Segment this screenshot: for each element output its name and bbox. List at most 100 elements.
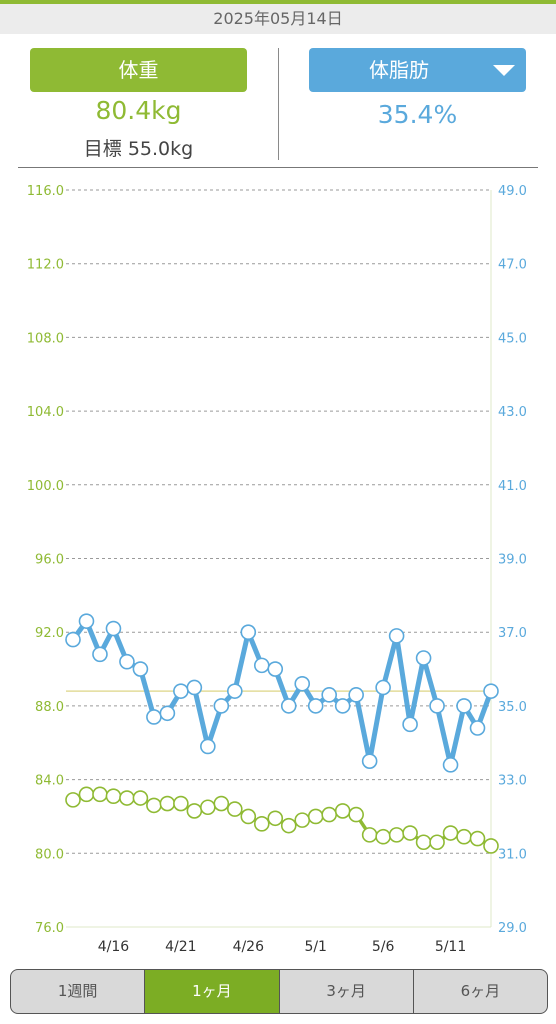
weight-point — [105, 788, 122, 804]
weight-point — [469, 830, 486, 847]
right-axis-tick-label: 31.0 — [498, 847, 527, 862]
weight-point — [267, 810, 284, 827]
body-fat-point — [307, 698, 324, 714]
right-axis-tick-label: 43.0 — [498, 405, 527, 420]
body-fat-point — [415, 650, 432, 666]
tab-1-month[interactable]: 1ヶ月 — [145, 970, 280, 1013]
body-fat-point — [348, 687, 364, 703]
weight-point — [483, 838, 499, 854]
weight-point — [294, 812, 311, 828]
body-fat-point — [456, 698, 472, 714]
weight-point — [361, 827, 378, 843]
body-fat-point — [200, 738, 216, 755]
body-fat-point — [92, 646, 108, 663]
weight-value: 80.4kg — [95, 96, 182, 125]
left-axis-tick-label: 112.0 — [27, 258, 64, 273]
x-axis-tick-label: 4/21 — [165, 939, 196, 955]
weight-point — [146, 797, 162, 814]
body-fat-point — [159, 705, 176, 722]
body-fat-point — [132, 661, 149, 677]
left-axis-tick-label: 76.0 — [35, 921, 64, 936]
body-fat-point — [119, 653, 135, 670]
tab-6-months[interactable]: 6ヶ月 — [460, 982, 501, 1000]
weight-point — [132, 790, 149, 806]
body-fat-point — [375, 679, 391, 696]
body-fat-point — [469, 720, 486, 736]
left-axis-tick-label: 84.0 — [35, 774, 64, 789]
weight-point — [186, 803, 203, 819]
body-fat-point — [429, 698, 445, 714]
weight-point — [78, 786, 95, 803]
left-axis-tick-label: 100.0 — [27, 479, 64, 494]
right-axis-tick-label: 39.0 — [498, 553, 527, 568]
body-fat-point — [361, 753, 378, 769]
body-fat-point — [105, 620, 122, 637]
weight-point — [375, 828, 391, 845]
weight-point — [429, 834, 445, 851]
body-fat-point — [294, 675, 311, 692]
weight-point — [280, 817, 297, 834]
left-axis-tick-label: 108.0 — [27, 331, 64, 346]
body-fat-point — [334, 698, 351, 714]
body-fat-point — [173, 683, 189, 699]
tab-1-week[interactable]: 1週間 — [11, 970, 146, 1013]
body-fat-point — [240, 624, 257, 641]
x-axis-tick-label: 5/11 — [435, 939, 466, 955]
right-axis-tick-label: 29.0 — [498, 921, 527, 936]
body-fat-point — [388, 628, 405, 644]
left-axis-tick-label: 116.0 — [27, 184, 64, 199]
right-axis-tick-label: 37.0 — [498, 626, 527, 641]
tab-3-months[interactable]: 3ヶ月 — [280, 970, 414, 1013]
body-fat-point — [483, 683, 499, 699]
left-axis-tick-label: 80.0 — [35, 847, 64, 862]
body-fat-point — [253, 657, 270, 674]
date-header: 2025年05月14日 — [0, 4, 556, 34]
weight-point — [334, 803, 351, 819]
body-fat-point — [267, 661, 284, 677]
weight-point — [442, 825, 459, 841]
body-fat-point — [146, 709, 162, 725]
weight-point — [119, 790, 135, 806]
body-fat-dropdown-button[interactable]: 体脂肪 — [309, 48, 526, 92]
summary-separator — [18, 167, 538, 168]
weight-point — [388, 827, 405, 843]
left-axis-tick-label: 92.0 — [35, 626, 64, 641]
right-axis-tick-label: 45.0 — [498, 331, 527, 346]
left-axis-tick-label: 96.0 — [35, 553, 64, 568]
weight-point — [92, 786, 108, 803]
weight-point — [348, 806, 364, 823]
left-axis-tick-label: 104.0 — [27, 405, 64, 420]
body-fat-value: 35.4% — [377, 100, 458, 129]
top-accent-line — [0, 0, 556, 4]
weight-point — [415, 834, 432, 851]
body-fat-point — [213, 698, 230, 714]
right-axis-tick-label: 35.0 — [498, 700, 527, 715]
right-axis-tick-label: 41.0 — [498, 479, 527, 494]
body-fat-point — [280, 698, 297, 714]
body-fat-point — [227, 683, 243, 699]
period-tabs: 1週間 1ヶ月 3ヶ月 6ヶ月 — [10, 969, 548, 1014]
summary-divider — [278, 48, 279, 160]
right-axis-tick-label: 33.0 — [498, 774, 527, 789]
weight-point — [321, 806, 337, 823]
right-axis-tick-label: 47.0 — [498, 258, 527, 273]
weight-point — [240, 808, 257, 825]
body-fat-label: 体脂肪 — [369, 58, 429, 82]
weight-point — [173, 795, 189, 812]
body-fat-point — [402, 716, 418, 733]
body-fat-point — [65, 631, 81, 648]
left-axis-tick-label: 88.0 — [35, 700, 64, 715]
weight-point — [65, 792, 81, 808]
body-fat-point — [442, 757, 459, 773]
weight-fat-chart: 76.0 80.0 84.0 88.0 92.0 96.0 100.0 104.0 108.0 1… — [27, 184, 527, 955]
weight-point — [200, 799, 216, 816]
x-axis-tick-label: 4/26 — [233, 939, 265, 955]
body-fat-series-line — [70, 618, 494, 768]
weight-button[interactable]: 体重 — [30, 48, 247, 92]
weight-point — [159, 795, 176, 812]
x-axis-tick-label: 5/6 — [372, 939, 395, 955]
body-fat-point — [78, 613, 95, 629]
right-axis-tick-label: 49.0 — [498, 184, 527, 199]
x-axis-tick-label: 4/16 — [98, 939, 130, 955]
body-fat-point — [186, 679, 203, 696]
